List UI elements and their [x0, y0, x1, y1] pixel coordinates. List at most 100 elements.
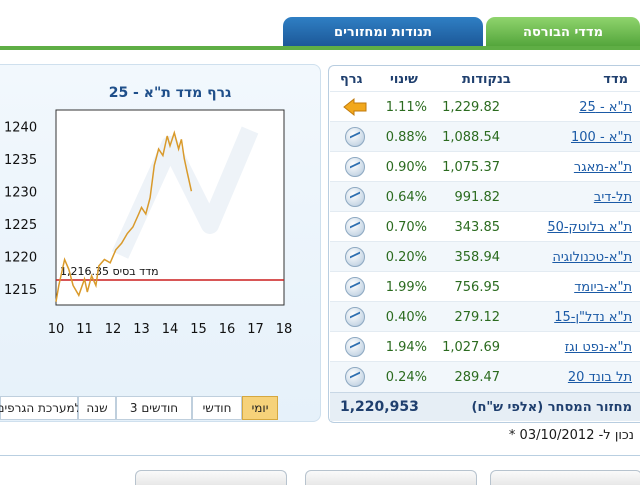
- table-row: 0.24% 289.47 תל בונד 20: [330, 361, 640, 392]
- graph-cell[interactable]: [340, 92, 370, 122]
- period-button-3-months[interactable]: 3 חודשים: [116, 396, 192, 420]
- table-row: 1.11% 1,229.82 ת"א - 25: [330, 91, 640, 122]
- tab-strip: [0, 46, 640, 50]
- tab-exchange-indices[interactable]: מדדי הבורסה: [486, 17, 640, 47]
- column-header-index: מדד: [603, 71, 628, 87]
- divider: [0, 455, 640, 456]
- turnover-value: 1,220,953: [340, 399, 419, 415]
- table-row: 0.64% 991.82 תל-דיב: [330, 181, 640, 212]
- column-header-points: בנקודות: [462, 71, 511, 87]
- y-tick-label: 1225: [4, 218, 37, 233]
- period-button-monthly[interactable]: חודשי: [192, 396, 242, 420]
- period-button-year[interactable]: שנה: [78, 396, 116, 420]
- index-points: 756.95: [454, 279, 501, 295]
- graph-cell[interactable]: [340, 182, 370, 212]
- graph-cell[interactable]: [340, 362, 370, 392]
- index-change: 1.11%: [385, 99, 427, 115]
- mini-chart-icon: [345, 187, 365, 207]
- x-tick-label: 14: [162, 322, 179, 337]
- table-row: 0.70% 343.85 ת"א בלוטק-50: [330, 211, 640, 242]
- table-row: 1.94% 1,027.69 ת"א-נפט וגז: [330, 331, 640, 362]
- index-name-link[interactable]: ת"א - 25: [579, 99, 632, 115]
- y-tick-label: 1220: [4, 250, 37, 265]
- index-change: 0.40%: [385, 309, 427, 325]
- index-points: 289.47: [454, 369, 501, 385]
- index-change: 0.20%: [385, 249, 427, 265]
- x-tick-label: 12: [105, 322, 122, 337]
- index-name-link[interactable]: ת"א-נפט וגז: [564, 339, 632, 355]
- updated-date: * נכון ל- 03/10/2012: [508, 428, 634, 443]
- graph-cell[interactable]: [340, 122, 370, 152]
- y-tick-label: 1240: [4, 120, 37, 135]
- table-row: 0.20% 358.94 ת"א-טכנולוגיה: [330, 241, 640, 272]
- x-tick-label: 11: [76, 322, 93, 337]
- index-name-link[interactable]: ת"א נדל"ן-15: [554, 309, 632, 325]
- index-change: 0.64%: [385, 189, 427, 205]
- index-change: 0.88%: [385, 129, 427, 145]
- index-points: 279.12: [454, 309, 501, 325]
- period-button-graph-system[interactable]: למערכת הגרפים: [0, 396, 82, 420]
- index-points: 1,229.82: [442, 99, 500, 115]
- index-name-link[interactable]: ת"א - 100: [571, 129, 632, 145]
- bottom-button-middle[interactable]: [305, 470, 477, 485]
- turnover-row: מחזור המסחר (אלפי ש"ח) 1,220,953: [330, 392, 640, 421]
- mini-chart-icon: [345, 337, 365, 357]
- mini-chart-icon: [345, 127, 365, 147]
- index-points: 1,088.54: [442, 129, 500, 145]
- column-header-change: שינוי: [390, 71, 418, 87]
- index-change: 0.70%: [385, 219, 427, 235]
- index-points: 991.82: [454, 189, 501, 205]
- table-row: 0.40% 279.12 ת"א נדל"ן-15: [330, 301, 640, 332]
- turnover-label: מחזור המסחר (אלפי ש"ח): [471, 399, 633, 415]
- table-row: 0.90% 1,075.37 ת"א-מאגר: [330, 151, 640, 182]
- series-line: [55, 130, 193, 302]
- index-name-link[interactable]: ת"א-מאגר: [573, 159, 632, 175]
- arrow-left-icon: [343, 97, 367, 117]
- y-tick-label: 1215: [4, 283, 37, 298]
- x-tick-label: 13: [133, 322, 150, 337]
- bottom-button-right[interactable]: [490, 470, 640, 485]
- base-label: 1,216.35 מדד בסיס: [60, 265, 159, 278]
- index-points: 343.85: [454, 219, 501, 235]
- index-name-link[interactable]: ת"א בלוטק-50: [547, 219, 632, 235]
- period-button-daily[interactable]: יומי: [242, 396, 278, 420]
- x-tick-label: 16: [219, 322, 236, 337]
- chart-title: גרף מדד ת"א - 25: [108, 85, 232, 101]
- x-tick-label: 15: [190, 322, 207, 337]
- x-tick-label: 17: [247, 322, 264, 337]
- graph-cell[interactable]: [340, 152, 370, 182]
- index-name-link[interactable]: ת"א-טכנולוגיה: [552, 249, 632, 265]
- index-name-link[interactable]: ת"א-ביומד: [574, 279, 632, 295]
- mini-chart-icon: [345, 277, 365, 297]
- index-points: 1,027.69: [442, 339, 500, 355]
- mini-chart-icon: [345, 307, 365, 327]
- column-header-graph: גרף: [340, 71, 363, 87]
- graph-cell[interactable]: [340, 212, 370, 242]
- mini-chart-icon: [345, 247, 365, 267]
- index-change: 0.24%: [385, 369, 427, 385]
- index-name-link[interactable]: תל בונד 20: [567, 369, 632, 385]
- index-change: 1.94%: [385, 339, 427, 355]
- index-change: 0.90%: [385, 159, 427, 175]
- table-row: 0.88% 1,088.54 ת"א - 100: [330, 121, 640, 152]
- bottom-button-left[interactable]: [135, 470, 287, 485]
- period-selector: למערכת הגרפים שנה 3 חודשים חודשי יומי: [0, 396, 278, 420]
- x-tick-label: 10: [48, 322, 65, 337]
- tab-fluctuations-turnover[interactable]: תנודות ומחזורים: [283, 17, 483, 47]
- index-points: 358.94: [454, 249, 501, 265]
- index-change: 1.99%: [385, 279, 427, 295]
- mini-chart-icon: [345, 367, 365, 387]
- mini-chart-icon: [345, 157, 365, 177]
- graph-cell[interactable]: [340, 272, 370, 302]
- graph-cell[interactable]: [340, 302, 370, 332]
- graph-cell[interactable]: [340, 332, 370, 362]
- y-tick-label: 1230: [4, 185, 37, 200]
- index-name-link[interactable]: תל-דיב: [593, 189, 632, 205]
- mini-chart-icon: [345, 217, 365, 237]
- graph-cell[interactable]: [340, 242, 370, 272]
- x-tick-label: 18: [276, 322, 293, 337]
- index-line-chart: 1240 1235 1230 1225 1220 1215 10 11 12 13 14 15 16 17…: [4, 109, 293, 337]
- index-points: 1,075.37: [442, 159, 500, 175]
- y-tick-label: 1235: [4, 153, 37, 168]
- table-row: 1.99% 756.95 ת"א-ביומד: [330, 271, 640, 302]
